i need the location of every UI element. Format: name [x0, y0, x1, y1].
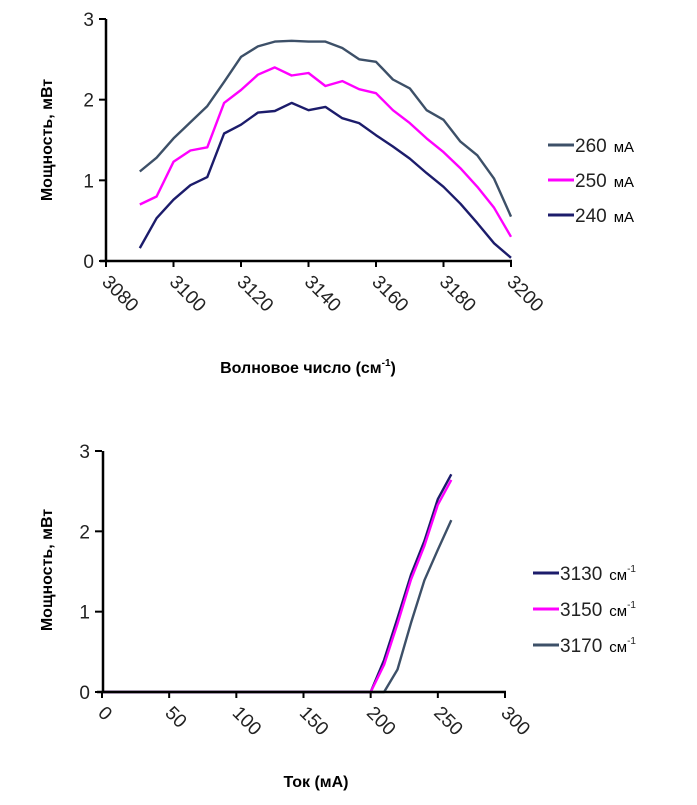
legend-unit: мА [614, 139, 634, 156]
x-ticks: 3080 3100 3120 3140 3160 3180 3200 [97, 261, 547, 316]
legend-label: 240 мА [575, 206, 634, 227]
legend-item-3130: 3130 см-1 [533, 564, 636, 585]
x-axis-title-main: Волновое число (см [220, 360, 382, 377]
y-tick-label: 3 [83, 10, 94, 31]
x-tick-label: 0 [93, 703, 115, 725]
series-line-3150 [102, 479, 453, 694]
legend-unit: мА [614, 174, 634, 191]
legend-item-250: 250 мА [548, 171, 634, 192]
legend-label: 260 мА [575, 136, 634, 157]
series-line-260 [139, 39, 513, 218]
y-axis-title: Мощность, мВт [39, 509, 56, 631]
legend-label: 3170 см-1 [560, 636, 636, 657]
x-tick-label: 100 [228, 703, 265, 740]
y-tick-label: 2 [79, 522, 90, 543]
legend-item-240: 240 мА [548, 206, 634, 227]
x-tick-label: 300 [496, 703, 533, 740]
y-tick-label: 1 [79, 603, 90, 624]
x-tick-label: 3180 [435, 272, 480, 317]
y-axis-title: Мощность, мВт [39, 79, 56, 201]
legend-value: 260 [575, 136, 607, 157]
y-tick-label: 0 [79, 683, 90, 704]
x-axis-title: Ток (мА) [283, 774, 348, 791]
series-line-250 [139, 66, 513, 238]
x-axis-title-close: ) [391, 360, 396, 377]
legend-value: 250 [575, 171, 607, 192]
legend-item-260: 260 мА [548, 136, 634, 157]
x-tick-label: 250 [429, 703, 466, 740]
x-ticks: 0 50 100 150 200 250 300 [93, 692, 534, 740]
legend-value: 3150 [560, 600, 602, 621]
legend-unit: мА [614, 209, 634, 226]
legend-item-3170: 3170 см-1 [533, 636, 636, 657]
y-ticks: 0 1 2 3 [79, 442, 102, 704]
legend: 260 мА 250 мА 240 мА [548, 136, 634, 227]
series-line-3170 [102, 519, 453, 694]
x-tick-label: 3160 [367, 272, 412, 317]
series-line-3130 [102, 473, 453, 694]
legend-unit: см [609, 603, 627, 620]
x-tick-label: 3200 [502, 272, 547, 317]
legend-unit-superscript: -1 [627, 564, 636, 575]
x-tick-label: 150 [295, 703, 332, 740]
x-tick-label: 3140 [300, 272, 345, 317]
legend-label: 3150 см-1 [560, 600, 636, 621]
legend-value: 3130 [560, 564, 602, 585]
legend-unit: см [609, 639, 627, 656]
y-tick-label: 1 [83, 171, 94, 192]
spectrum-chart: 0 1 2 3 3080 3100 3120 3140 3160 3180 3200 Мощнос… [39, 10, 634, 377]
legend-item-3150: 3150 см-1 [533, 600, 636, 621]
legend-value: 240 [575, 206, 607, 227]
legend-unit-superscript: -1 [627, 636, 636, 647]
legend-value: 3170 [560, 636, 602, 657]
legend-unit: см [609, 567, 627, 584]
spectrum-plot-lines [138, 39, 513, 259]
current-plot-lines [102, 473, 453, 694]
x-tick-label: 3080 [97, 272, 142, 317]
x-tick-label: 50 [161, 703, 191, 733]
legend-unit-superscript: -1 [627, 600, 636, 611]
x-tick-label: 3120 [232, 272, 277, 317]
legend-label: 250 мА [575, 171, 634, 192]
legend-label: 3130 см-1 [560, 564, 636, 585]
x-axis-title: Волновое число (см-1) [220, 358, 396, 377]
series-line-240 [138, 101, 512, 259]
y-ticks: 0 1 2 3 [83, 10, 106, 273]
x-tick-label: 3100 [165, 272, 210, 317]
y-tick-label: 2 [83, 91, 94, 112]
x-tick-label: 200 [362, 703, 399, 740]
current-chart: 0 1 2 3 0 50 100 150 200 250 300 Мощность, мВт То… [39, 442, 636, 791]
x-axis-title-superscript: -1 [382, 358, 391, 369]
y-tick-label: 3 [79, 442, 90, 463]
y-tick-label: 0 [83, 252, 94, 273]
